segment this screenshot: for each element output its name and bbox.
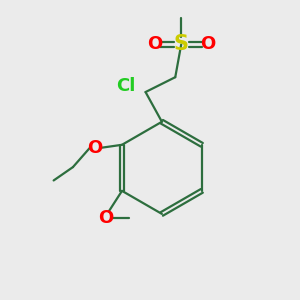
Text: S: S: [174, 34, 189, 55]
Text: O: O: [200, 35, 216, 53]
Text: O: O: [98, 208, 113, 226]
Text: O: O: [147, 35, 162, 53]
Text: Cl: Cl: [116, 77, 135, 95]
Text: O: O: [88, 139, 103, 157]
